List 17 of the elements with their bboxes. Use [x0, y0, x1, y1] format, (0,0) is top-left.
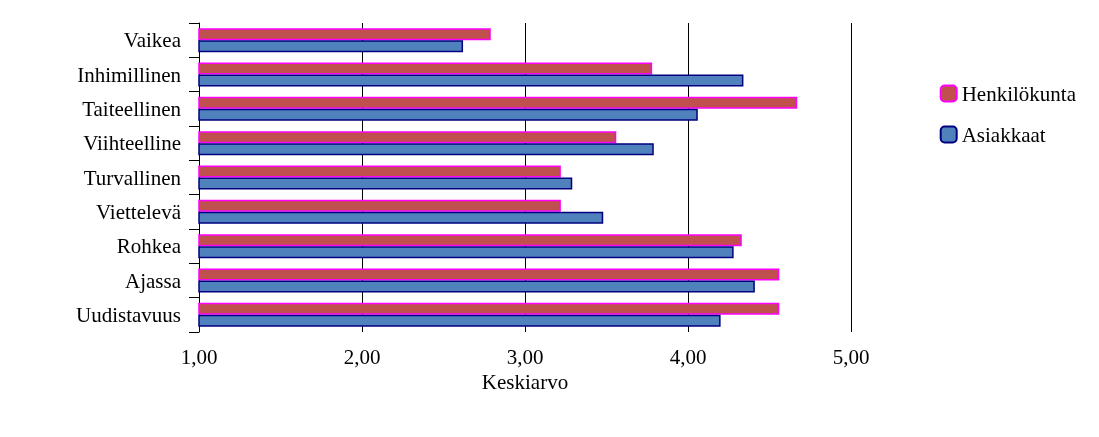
- y-tick-label: Turvallinen: [83, 165, 182, 190]
- x-tick-label: 2,00: [343, 344, 381, 369]
- y-tick-label: Uudistavuus: [76, 302, 181, 327]
- y-tick-label: Ajassa: [125, 268, 182, 293]
- y-tick-label: Taiteellinen: [82, 96, 182, 121]
- y-tick-label: Inhimillinen: [77, 62, 182, 87]
- y-tick-label: Vaikea: [123, 28, 182, 53]
- legend-label: Asiakkaat: [961, 122, 1046, 147]
- x-tick-label: 3,00: [506, 344, 544, 369]
- y-tick-label: Viettelevä: [95, 199, 182, 224]
- x-tick-label: 5,00: [832, 344, 870, 369]
- x-tick-label: 4,00: [669, 344, 707, 369]
- x-axis-title: Keskiarvo: [481, 370, 569, 395]
- y-tick-label: Viihteelline: [83, 131, 181, 156]
- x-tick-label: 1,00: [180, 344, 218, 369]
- legend-label: Henkilökunta: [961, 81, 1077, 106]
- y-tick-label: Rohkea: [116, 234, 182, 259]
